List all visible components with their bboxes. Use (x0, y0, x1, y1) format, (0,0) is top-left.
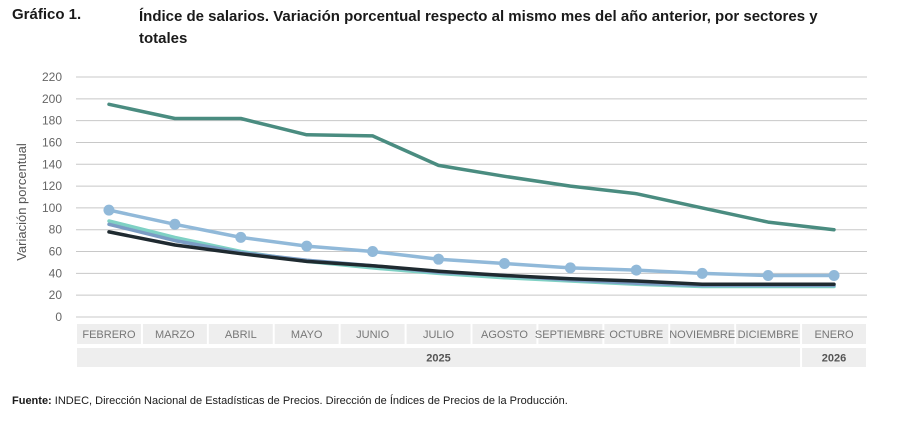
x-tick-label: ENERO (814, 329, 854, 341)
y-tick-label: 200 (42, 92, 62, 106)
x-tick-label: JUNIO (356, 329, 389, 341)
series-serie-5 (107, 230, 836, 287)
y-axis-ticks: 0 20 40 60 80 100 120 140 160 180 200 220 (42, 70, 62, 324)
data-point (630, 264, 642, 276)
chart-title: Índice de salarios. Variación porcentual… (139, 8, 818, 47)
y-axis-label: Variación porcentual (14, 143, 29, 261)
y-tick-label: 20 (49, 288, 63, 302)
x-tick-label: OCTUBRE (609, 329, 663, 341)
y-tick-label: 140 (42, 157, 62, 171)
data-point (433, 253, 445, 265)
y-tick-label: 40 (49, 266, 63, 280)
x-band-cell (406, 324, 471, 344)
source-text: INDEC, Dirección Nacional de Estadística… (54, 395, 568, 407)
data-point (498, 258, 510, 270)
series-line (107, 208, 836, 278)
x-tick-label: DICIEMBRE (738, 329, 799, 341)
data-point (564, 262, 576, 274)
data-point (235, 231, 247, 243)
data-point (367, 246, 379, 258)
data-point (169, 218, 181, 230)
x-band-cell (538, 324, 603, 344)
source-label: Fuente: (12, 395, 52, 407)
grid-lines (76, 76, 867, 318)
data-point (301, 240, 313, 252)
line-chart: 0 20 40 60 80 100 120 140 160 180 200 220 Variación… (14, 70, 867, 367)
x-tick-label: NOVIEMBRE (669, 329, 735, 341)
year-label: 2026 (822, 353, 846, 365)
series-serie-2 (103, 204, 840, 282)
x-tick-label: SEPTIEMBRE (535, 329, 606, 341)
y-tick-label: 0 (55, 310, 62, 324)
x-band-cell (604, 324, 669, 344)
data-point (103, 204, 115, 216)
x-band-cell (208, 324, 273, 344)
data-point (828, 270, 840, 282)
data-point (762, 270, 774, 282)
source-note: Fuente: INDEC, Dirección Nacional de Est… (12, 395, 568, 407)
series-line (107, 102, 836, 232)
x-tick-label: JULIO (423, 329, 455, 341)
x-band-cell (340, 324, 405, 344)
y-tick-label: 100 (42, 201, 62, 215)
x-tick-label: FEBRERO (82, 329, 136, 341)
figure-number: Gráfico 1. (12, 6, 82, 23)
series-lines (103, 102, 840, 289)
year-band (802, 348, 866, 367)
x-axis-bands: FEBRERO MARZO ABRIL MAYO JUNIO JULIO AGOSTO SEP… (77, 324, 866, 367)
x-band-cell (472, 324, 537, 344)
x-band-cell (142, 324, 207, 344)
series-line (107, 219, 836, 289)
x-band-cell (77, 324, 141, 344)
x-tick-label: MARZO (155, 329, 195, 341)
y-tick-label: 80 (49, 223, 63, 237)
year-label: 2025 (426, 353, 450, 365)
y-tick-label: 60 (49, 245, 63, 259)
year-band (77, 348, 801, 367)
x-band-cell (274, 324, 339, 344)
data-point (696, 267, 708, 279)
series-line (107, 230, 836, 287)
y-tick-label: 220 (42, 70, 62, 84)
x-band-cell (802, 324, 866, 344)
series-serie-1 (107, 102, 836, 232)
x-band-cell (670, 324, 735, 344)
x-tick-label: ABRIL (225, 329, 257, 341)
y-tick-label: 160 (42, 135, 62, 149)
y-tick-label: 180 (42, 114, 62, 128)
series-serie-3 (107, 219, 836, 289)
x-tick-label: AGOSTO (481, 329, 528, 341)
y-tick-label: 120 (42, 179, 62, 193)
x-band-cell (736, 324, 801, 344)
x-tick-label: MAYO (291, 329, 323, 341)
